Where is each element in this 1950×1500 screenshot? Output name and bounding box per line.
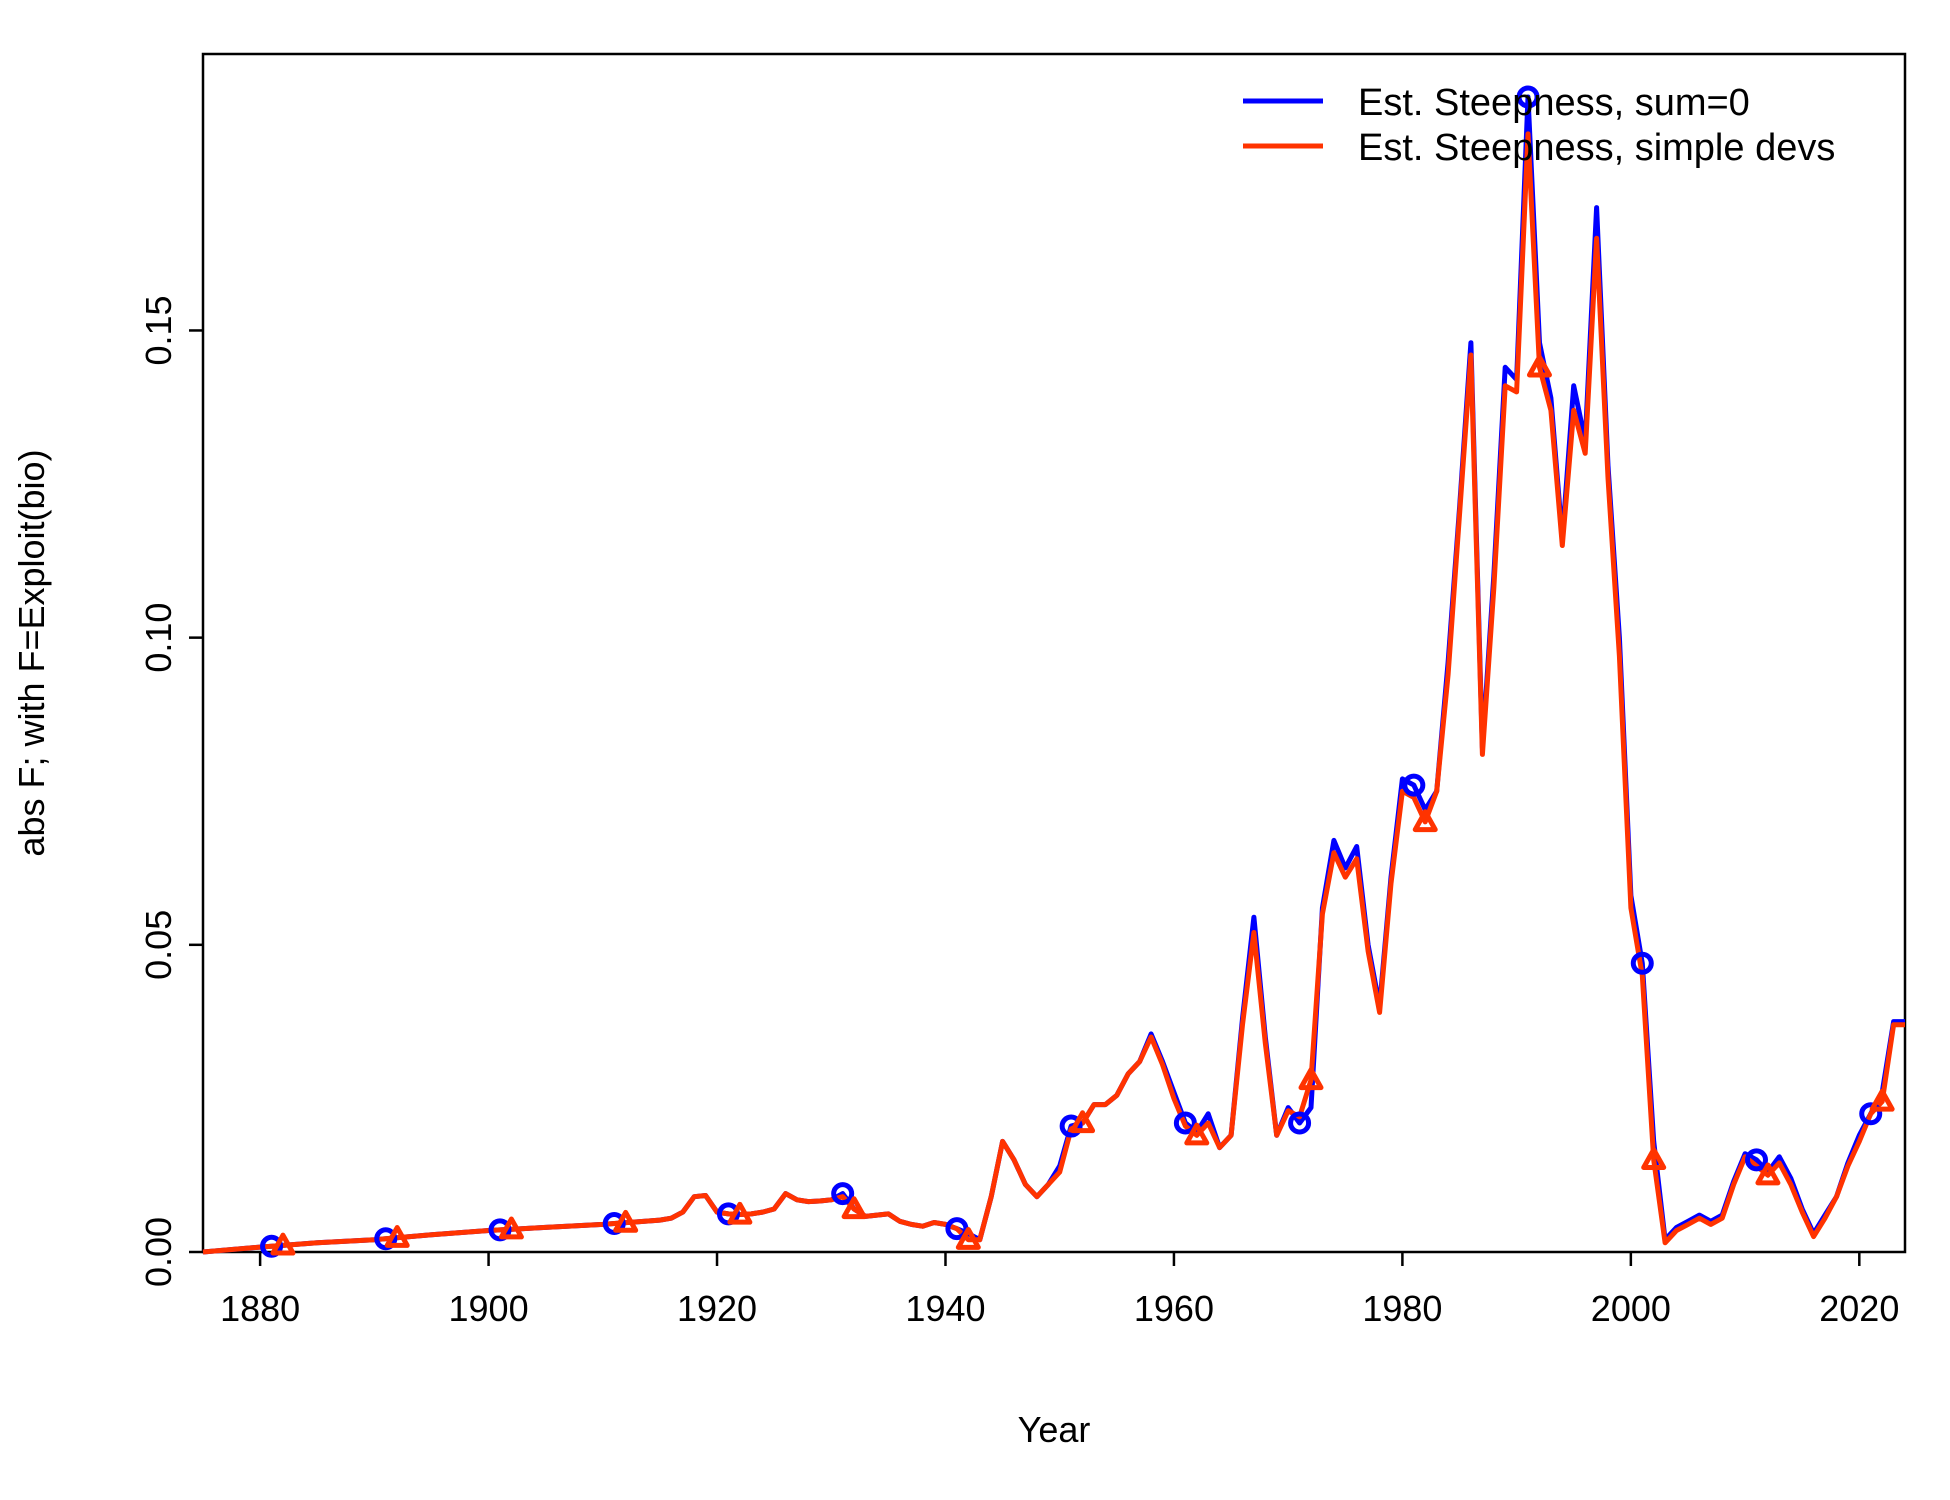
x-tick-label-1880: 1880 [220,1288,300,1329]
legend: Est. Steepness, sum=0 Est. Steepness, si… [1243,82,1835,169]
series-0-marker-1961 [1173,1111,1197,1135]
series-1-marker-1932 [841,1196,867,1220]
series-0-marker-1991 [1516,85,1540,109]
series-0-marker-1891 [374,1227,398,1251]
series-0-marker-1971 [1288,1111,1312,1135]
series-0-marker-1951 [1059,1114,1083,1138]
series-1-marker-2002 [1641,1147,1667,1170]
x-tick-label-1960: 1960 [1134,1288,1214,1329]
legend-label-simple-devs: Est. Steepness, simple devs [1358,127,1835,169]
series-layer [202,85,1905,1258]
y-tick-label-1: 0.05 [138,910,179,980]
y-tick-label-2: 0.10 [138,603,179,673]
series-1-marker-1902 [498,1216,524,1240]
y-axis: 0.00 0.05 0.10 0.15 [138,295,203,1287]
plot-frame [201,52,1907,1254]
series-0-marker-2011 [1745,1148,1769,1172]
x-tick-label-1920: 1920 [677,1288,757,1329]
x-axis: 1880 1900 1920 1940 1960 1980 2000 2020 [220,1252,1899,1329]
series-1-marker-1882 [270,1232,296,1256]
series-1-marker-2012 [1755,1162,1781,1186]
series-1-marker-1912 [613,1209,639,1233]
series-0-marker-1911 [602,1211,626,1235]
x-tick-label-1900: 1900 [449,1288,529,1329]
legend-label-sum0: Est. Steepness, sum=0 [1358,82,1750,124]
y-tick-label-0: 0.00 [138,1217,179,1287]
series-1-marker-1992 [1526,354,1552,378]
series-1-marker-1922 [727,1201,753,1225]
series-1-marker-1892 [384,1225,410,1248]
series-1-marker-1962 [1184,1122,1210,1146]
y-axis-title: abs F; with F=Exploit(bio) [11,449,52,856]
x-tick-label-2020: 2020 [1819,1288,1899,1329]
series-0-marker-1981 [1402,773,1426,797]
x-axis-title: Year [1018,1409,1091,1450]
series-0-marker-1931 [831,1182,855,1206]
series-0-marker-1941 [945,1217,969,1241]
series-1-marker-1942 [955,1227,981,1250]
series-0-marker-2001 [1630,951,1654,975]
series-line-1 [202,131,1905,1255]
series-0-marker-2021 [1859,1102,1883,1126]
x-tick-label-1980: 1980 [1362,1288,1442,1329]
x-tick-label-2000: 2000 [1591,1288,1671,1329]
series-1-marker-2022 [1869,1088,1895,1112]
series-0-marker-1881 [260,1234,284,1258]
series-1-marker-1952 [1070,1110,1096,1134]
y-tick-label-3: 0.15 [138,295,179,365]
x-tick-label-1940: 1940 [905,1288,985,1329]
series-1-marker-1982 [1412,809,1438,833]
series-1-marker-1972 [1298,1067,1324,1091]
